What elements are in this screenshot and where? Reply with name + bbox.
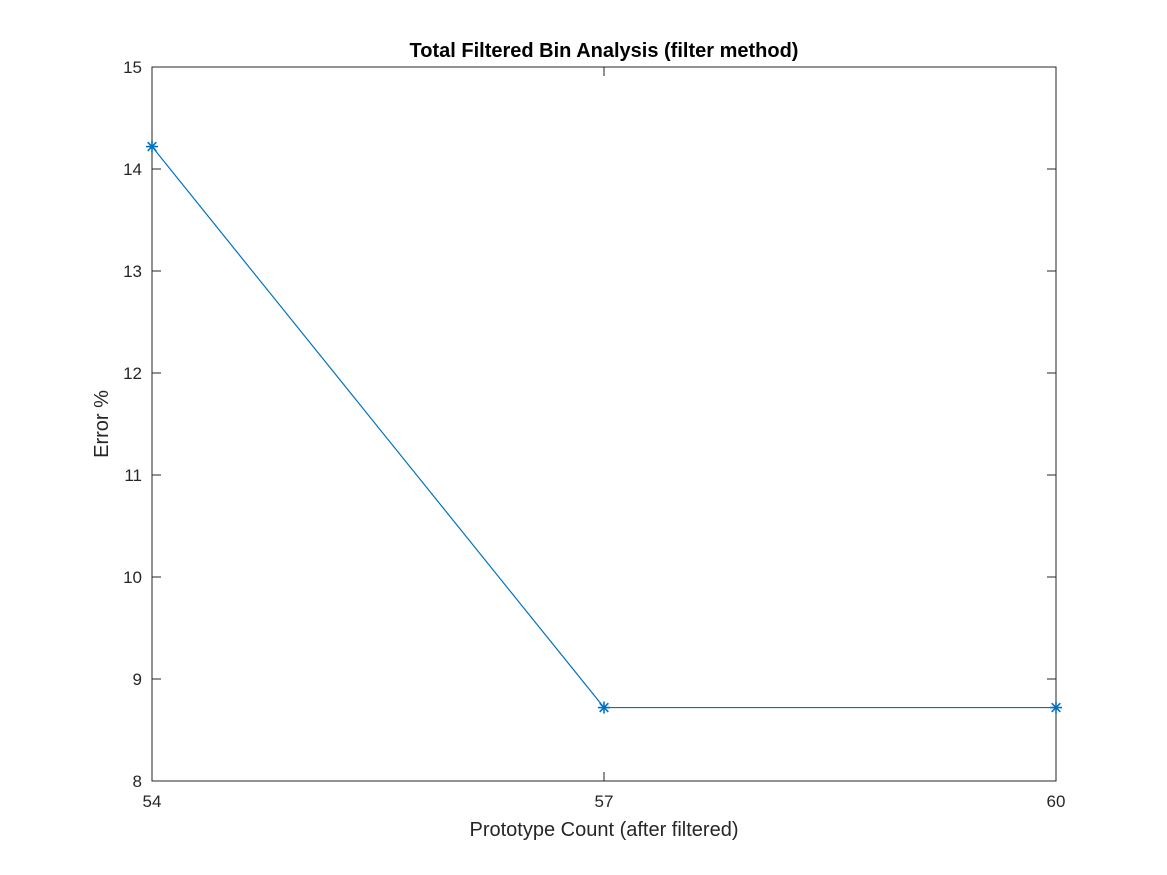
data-point-marker — [1050, 701, 1062, 714]
plot-area — [151, 66, 1057, 782]
y-tick-label: 13 — [123, 262, 142, 281]
y-axis-ticks: 8 9 10 11 12 13 14 15 — [123, 58, 1056, 791]
y-tick-label: 10 — [123, 568, 142, 587]
y-axis-label: Error % — [91, 390, 113, 458]
chart-title: Total Filtered Bin Analysis (filter meth… — [410, 40, 799, 62]
data-point-marker — [146, 140, 158, 153]
y-tick-label: 12 — [123, 364, 142, 383]
y-tick-label: 9 — [133, 670, 142, 689]
series-layer — [146, 140, 1062, 714]
y-tick-label: 8 — [133, 772, 142, 791]
y-tick-label: 14 — [123, 160, 142, 179]
x-tick-label: 57 — [595, 792, 614, 811]
y-tick-label: 11 — [124, 466, 142, 485]
x-tick-label: 54 — [143, 792, 162, 811]
x-axis-label: Prototype Count (after filtered) — [469, 819, 738, 841]
y-tick-label: 15 — [123, 58, 142, 77]
x-axis-ticks: 54 57 60 — [143, 67, 1066, 811]
x-tick-label: 60 — [1047, 792, 1066, 811]
data-point-marker — [598, 701, 610, 714]
